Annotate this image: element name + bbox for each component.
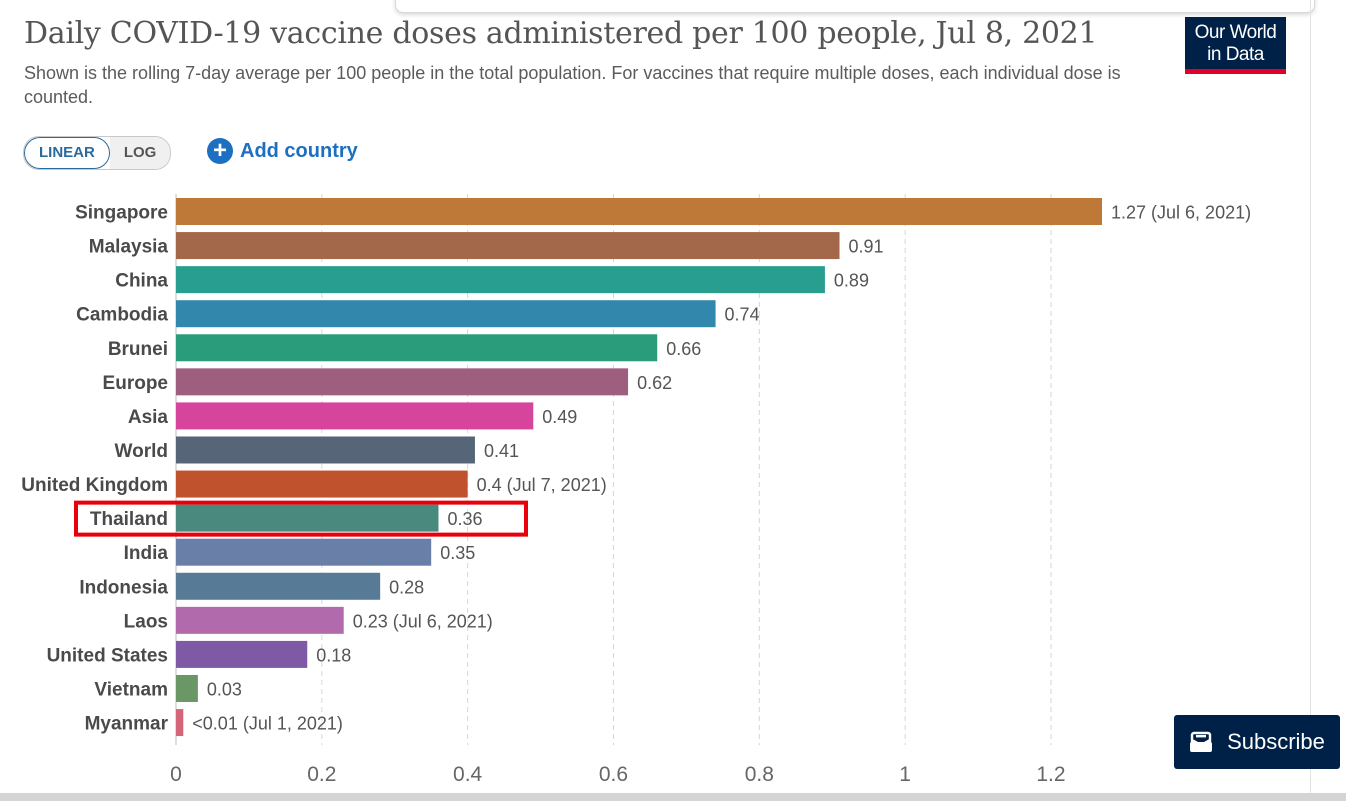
x-tick-label: 0 [170, 763, 182, 786]
bar-united-states[interactable] [176, 640, 308, 668]
value-label: 0.4 (Jul 7, 2021) [477, 475, 607, 495]
category-label: Vietnam [94, 679, 168, 700]
logo-line-1: Our World [1194, 22, 1277, 43]
bar-brunei[interactable] [176, 334, 658, 362]
category-label: Cambodia [76, 305, 168, 326]
value-label: 0.66 [666, 339, 701, 359]
value-label: 0.35 [440, 543, 475, 563]
bar-china[interactable] [176, 266, 825, 294]
value-label: 1.27 (Jul 6, 2021) [1111, 203, 1251, 223]
bar-laos[interactable] [176, 606, 344, 634]
panel-border [1310, 0, 1311, 795]
linear-scale-button[interactable]: LINEAR [24, 137, 110, 169]
value-label: 0.91 [849, 237, 884, 257]
category-label: Europe [103, 373, 168, 394]
value-label: <0.01 (Jul 1, 2021) [192, 714, 343, 734]
value-label: 0.28 [389, 577, 424, 597]
value-label: 0.49 [542, 407, 577, 427]
highlight-box [74, 500, 528, 537]
category-label: Laos [124, 611, 168, 632]
x-tick-label: 0.8 [745, 763, 774, 786]
bar-singapore[interactable] [176, 198, 1102, 225]
value-label: 0.89 [834, 271, 869, 291]
subscribe-button[interactable]: Subscribe [1174, 715, 1340, 769]
bar-thailand[interactable] [176, 504, 439, 532]
category-label: Asia [128, 407, 169, 428]
bar-asia[interactable] [176, 402, 534, 430]
value-label: 0.03 [207, 679, 242, 699]
top-card [395, 0, 1315, 13]
add-country-label: Add country [240, 139, 358, 162]
log-scale-button[interactable]: LOG [109, 137, 171, 169]
category-label: Thailand [90, 509, 168, 530]
bar-vietnam[interactable] [176, 674, 198, 702]
category-label: Myanmar [85, 714, 169, 735]
bar-europe[interactable] [176, 368, 629, 396]
bar-myanmar[interactable] [176, 709, 184, 737]
value-label: 0.23 (Jul 6, 2021) [353, 611, 493, 631]
category-label: Malaysia [89, 237, 169, 258]
category-label: World [115, 441, 168, 462]
value-label: 0.62 [637, 373, 672, 393]
chart-title: Daily COVID-19 vaccine doses administere… [24, 16, 1098, 51]
add-country-button[interactable]: + Add country [207, 136, 358, 166]
value-label: 0.41 [484, 441, 519, 461]
x-tick-label: 1.2 [1036, 763, 1065, 786]
horizontal-scrollbar[interactable] [0, 793, 1346, 801]
bar-chart: 0 0.2 0.4 0.6 0.8 1 1.2 Singapore 1.27 (Jul 6, 2… [21, 194, 1251, 786]
scale-toggle: LINEAR LOG [23, 136, 172, 170]
owid-logo[interactable]: Our World in Data [1185, 17, 1286, 74]
bar-india[interactable] [176, 538, 432, 566]
category-label: United States [47, 645, 168, 666]
category-label: United Kingdom [21, 475, 168, 496]
bar-cambodia[interactable] [176, 300, 716, 328]
x-tick-label: 1 [899, 763, 911, 786]
chart-subtitle: Shown is the rolling 7-day average per 1… [24, 63, 1121, 107]
bar-world[interactable] [176, 436, 475, 464]
x-tick-label: 0.4 [453, 763, 483, 786]
category-label: Indonesia [79, 577, 168, 598]
plus-circle-icon: + [207, 138, 233, 164]
x-tick-label: 0.2 [307, 763, 336, 786]
subscribe-label: Subscribe [1227, 729, 1325, 754]
category-label: Singapore [75, 203, 168, 224]
value-label: 0.36 [447, 509, 482, 529]
value-label: 0.18 [316, 645, 351, 665]
bar-indonesia[interactable] [176, 572, 381, 600]
category-label: Brunei [108, 339, 168, 360]
x-tick-label: 0.6 [599, 763, 628, 786]
category-label: India [124, 543, 169, 564]
bar-united-kingdom[interactable] [176, 470, 468, 498]
bar-malaysia[interactable] [176, 232, 840, 260]
newsletter-icon [1190, 731, 1213, 752]
logo-line-2: in Data [1207, 44, 1264, 65]
value-label: 0.74 [725, 305, 760, 325]
category-label: China [115, 271, 168, 292]
